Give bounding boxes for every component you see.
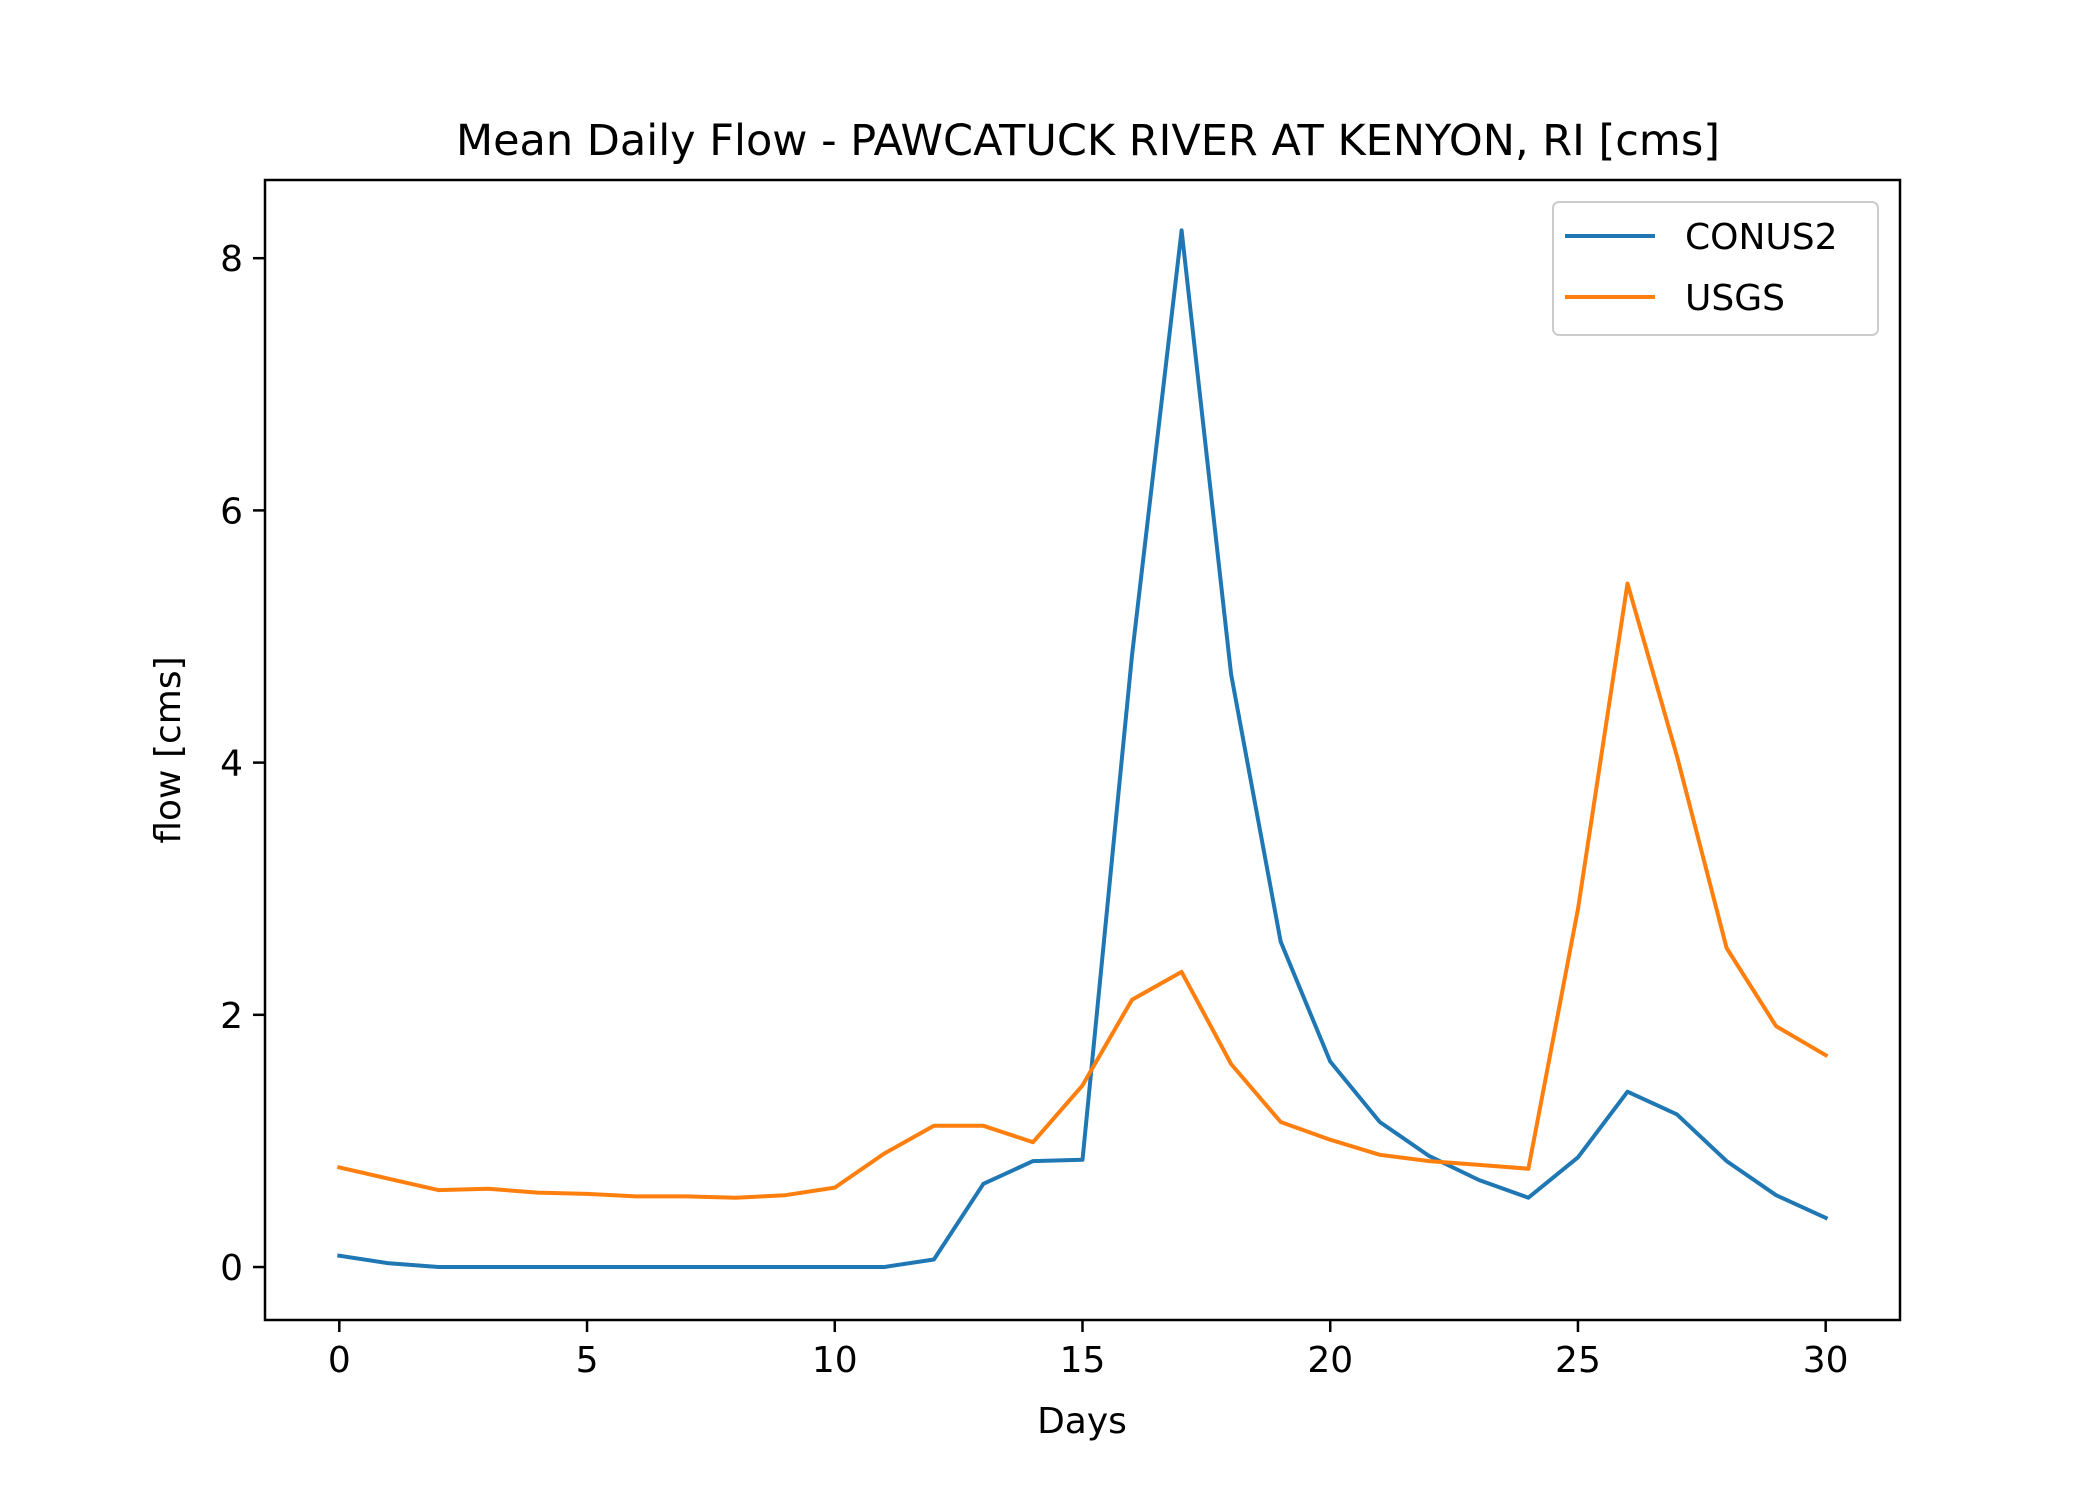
y-tick-label: 2 — [220, 996, 243, 1037]
y-tick-label: 4 — [220, 744, 243, 785]
chart-title: Mean Daily Flow - PAWCATUCK RIVER AT KEN… — [456, 116, 1720, 166]
y-tick-label: 6 — [220, 491, 243, 532]
x-tick-label: 30 — [1803, 1340, 1849, 1381]
legend: CONUS2 USGS — [1552, 201, 1879, 336]
x-tick-label: 25 — [1555, 1340, 1601, 1381]
series-line-conus2 — [337, 228, 1829, 1269]
y-tick-label: 8 — [220, 239, 243, 280]
plot-frame — [263, 178, 1902, 1322]
y-tick-label: 0 — [220, 1248, 243, 1289]
x-tick-label: 5 — [576, 1340, 599, 1381]
legend-label-usgs: USGS — [1685, 278, 1785, 319]
x-axis-label: Days — [1037, 1401, 1127, 1442]
x-tick-label: 10 — [812, 1340, 858, 1381]
legend-label-conus2: CONUS2 — [1685, 217, 1838, 258]
y-axis-label: flow [cms] — [148, 656, 189, 843]
x-tick-label: 15 — [1060, 1340, 1106, 1381]
series-line-usgs — [336, 581, 1829, 1200]
x-tick-label: 20 — [1307, 1340, 1353, 1381]
x-tick-label: 0 — [328, 1340, 351, 1381]
